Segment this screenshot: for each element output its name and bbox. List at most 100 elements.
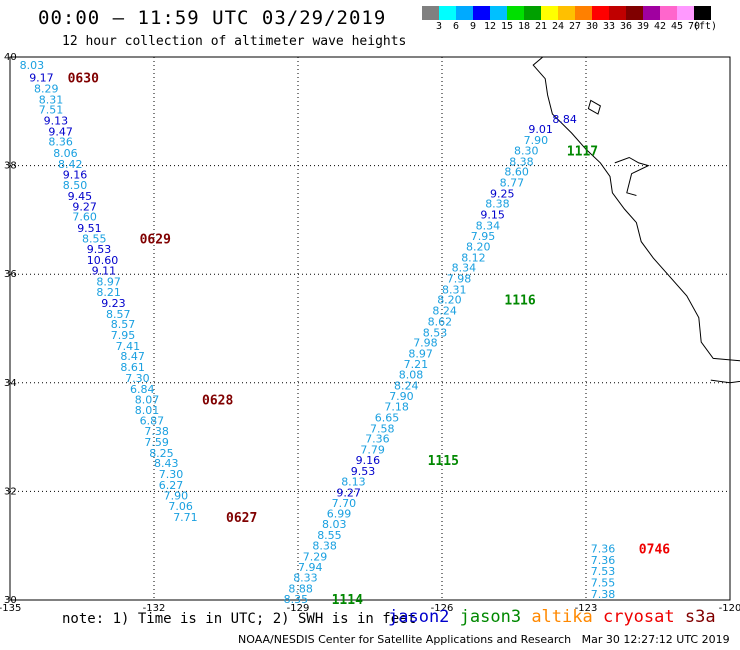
wave-height-value: 6.87 — [140, 414, 165, 427]
wave-height-value: 7.90 — [524, 134, 549, 147]
lat-label: 32 — [4, 486, 17, 497]
legend-swatch — [660, 6, 677, 20]
wave-height-value: 8.01 — [135, 404, 160, 417]
map-title: 00:00 – 11:59 UTC 03/29/2019 — [38, 7, 387, 29]
pass-time-label: 0627 — [226, 511, 257, 526]
wave-height-value: 8.38 — [509, 155, 534, 168]
legend-tick: 6 — [452, 21, 460, 32]
wave-height-value: 8.21 — [96, 286, 121, 299]
legend-swatch — [422, 6, 439, 20]
pass-time-label: 0746 — [639, 542, 670, 557]
wave-height-value: 9.23 — [101, 297, 126, 310]
lat-label: 34 — [4, 378, 17, 389]
wave-height-value: 8.57 — [111, 318, 136, 331]
legend-swatch — [541, 6, 558, 20]
wave-height-value: 8.97 — [408, 348, 433, 361]
wave-height-value: 8.07 — [135, 394, 160, 407]
wave-height-value: 8.62 — [428, 315, 453, 328]
legend-tick: 12 — [483, 21, 497, 32]
wave-height-value: 10.60 — [87, 254, 119, 267]
wave-height-value: 8.35 — [284, 593, 309, 606]
wave-height-value: 7.70 — [332, 497, 357, 510]
legend-swatch — [592, 6, 609, 20]
legend-swatch — [524, 6, 541, 20]
wave-height-value: 8.42 — [58, 158, 83, 171]
map-grid — [10, 57, 730, 600]
lon-label: -135 — [0, 603, 21, 614]
wave-height-value: 8.43 — [154, 457, 179, 470]
legend-tick: 24 — [551, 21, 565, 32]
satellite-name-jason3: jason3 — [459, 607, 532, 627]
wave-height-value: 7.51 — [39, 104, 64, 117]
legend-swatch — [490, 6, 507, 20]
satellite-name-s3a: s3a — [684, 607, 716, 627]
legend-tick: 33 — [602, 21, 616, 32]
legend-tick: 15 — [500, 21, 514, 32]
wave-height-value: 8.24 — [394, 380, 419, 393]
legend-tick: 39 — [636, 21, 650, 32]
wave-height-value: 9.13 — [44, 115, 69, 128]
legend-swatch — [575, 6, 592, 20]
wave-height-value: 7.90 — [389, 390, 414, 403]
wave-height-value: 9.45 — [68, 190, 93, 203]
coastline — [532, 56, 740, 384]
wave-height-value: 8.12 — [461, 251, 486, 264]
wave-height-value: 8.61 — [120, 361, 144, 374]
color-scale-ticks: 3 6 9 12 15 18 21 24 27 30 33 36 39 42 45 70 (ft) — [422, 21, 740, 35]
wave-height-value: 8.25 — [149, 447, 174, 460]
legend-tick: 36 — [619, 21, 633, 32]
lon-label: -132 — [143, 603, 166, 614]
legend-tick: 18 — [517, 21, 531, 32]
pass-time-label: 1114 — [332, 593, 363, 608]
wave-height-value: 7.95 — [471, 230, 496, 243]
wave-height-value: 9.53 — [87, 243, 112, 256]
wave-height-value: 9.16 — [63, 168, 88, 181]
wave-height-value: 8.77 — [500, 176, 524, 189]
footer-note: note: 1) Time is in UTC; 2) SWH is in fe… — [62, 611, 417, 627]
wave-height-value: 8.55 — [82, 232, 107, 245]
wave-height-value: 9.27 — [336, 487, 361, 500]
wave-height-value: 9.27 — [72, 200, 97, 213]
wave-height-value: 7.36 — [591, 542, 616, 555]
wave-height-value: 8.88 — [288, 583, 313, 596]
pass-time-label: 0628 — [202, 394, 233, 409]
wave-height-value: 7.53 — [591, 565, 616, 578]
wave-height-value: 7.60 — [72, 211, 97, 224]
wave-height-value: 8.60 — [504, 166, 529, 179]
altimeter-tracks: 8.039.178.298.317.519.139.478.368.068.42… — [20, 59, 671, 608]
wave-height-value: 9.01 — [528, 123, 553, 136]
wave-height-value: 8.13 — [341, 476, 366, 489]
latitude-labels: 40 38 36 34 32 30 — [4, 52, 17, 606]
footer-credit: NOAA/NESDIS Center for Satellite Applica… — [238, 633, 730, 646]
wave-height-value: 7.06 — [168, 500, 193, 513]
wave-height-value: 9.15 — [480, 209, 505, 222]
wave-height-value: 9.47 — [48, 125, 73, 138]
lon-label: -123 — [575, 603, 598, 614]
pass-time-label: 1117 — [567, 144, 598, 159]
legend-swatch — [677, 6, 694, 20]
legend-swatch — [473, 6, 490, 20]
legend-swatch — [507, 6, 524, 20]
legend-tick: 9 — [469, 21, 477, 32]
legend-tick: 42 — [653, 21, 667, 32]
track-jason3: 8.358.888.337.947.298.388.558.036.997.70… — [284, 113, 599, 608]
wave-height-value: 6.27 — [159, 479, 184, 492]
pass-time-label: 1116 — [504, 294, 535, 309]
wave-height-value: 8.57 — [106, 308, 131, 321]
wave-height-value: 6.65 — [375, 412, 400, 425]
lat-label: 30 — [4, 595, 17, 606]
wave-height-value: 7.59 — [144, 436, 169, 449]
wave-height-value: 8.34 — [476, 219, 501, 232]
wave-height-value: 7.98 — [413, 337, 438, 350]
pass-time-label: 0629 — [140, 232, 171, 247]
pass-time-label: 1115 — [428, 454, 459, 469]
lon-label: -126 — [431, 603, 454, 614]
wave-height-value: 7.94 — [298, 561, 323, 574]
wave-height-value: 8.47 — [120, 350, 144, 363]
wave-height-value: 7.41 — [116, 340, 141, 353]
wave-height-value: 8.03 — [20, 59, 44, 72]
legend-tick: 45 — [670, 21, 684, 32]
lon-label: -120 — [719, 603, 740, 614]
wave-height-value: 8.31 — [39, 93, 64, 106]
